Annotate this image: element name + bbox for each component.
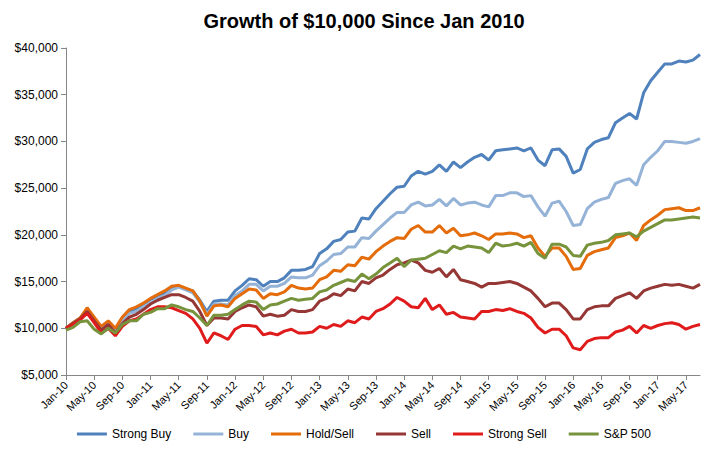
svg-text:Sep-10: Sep-10	[93, 379, 127, 413]
svg-text:Sep-15: Sep-15	[516, 379, 550, 413]
svg-text:Hold/Sell: Hold/Sell	[306, 427, 354, 441]
svg-text:$10,000: $10,000	[15, 321, 59, 335]
svg-text:May-14: May-14	[402, 379, 436, 413]
svg-text:Jan-17: Jan-17	[629, 378, 662, 411]
svg-text:Buy: Buy	[228, 427, 249, 441]
svg-text:$25,000: $25,000	[15, 181, 59, 195]
svg-text:May-17: May-17	[656, 379, 690, 413]
svg-text:Sep-13: Sep-13	[347, 379, 381, 413]
svg-text:Strong Sell: Strong Sell	[488, 427, 547, 441]
svg-text:Strong Buy: Strong Buy	[112, 427, 171, 441]
svg-text:$35,000: $35,000	[15, 88, 59, 102]
svg-text:May-16: May-16	[571, 379, 605, 413]
svg-text:Jan-15: Jan-15	[460, 378, 493, 411]
svg-text:May-11: May-11	[149, 379, 183, 413]
svg-text:$15,000: $15,000	[15, 275, 59, 289]
svg-text:$40,000: $40,000	[15, 41, 59, 55]
svg-text:Sep-16: Sep-16	[600, 379, 634, 413]
svg-text:Sell: Sell	[411, 427, 431, 441]
svg-text:$30,000: $30,000	[15, 134, 59, 148]
svg-text:Sep-12: Sep-12	[262, 379, 296, 413]
svg-text:$20,000: $20,000	[15, 228, 59, 242]
svg-text:S&P 500: S&P 500	[604, 427, 651, 441]
svg-text:Jan-16: Jan-16	[545, 378, 578, 411]
svg-text:Growth of $10,000 Since Jan 20: Growth of $10,000 Since Jan 2010	[203, 10, 524, 32]
svg-text:May-12: May-12	[233, 379, 267, 413]
svg-text:Jan-10: Jan-10	[38, 378, 71, 411]
svg-text:Jan-13: Jan-13	[291, 378, 324, 411]
svg-text:Jan-14: Jan-14	[376, 378, 409, 411]
svg-text:May-13: May-13	[318, 379, 352, 413]
svg-text:May-10: May-10	[64, 379, 98, 413]
svg-text:$5,000: $5,000	[21, 368, 58, 382]
svg-text:Jan-11: Jan-11	[123, 378, 155, 411]
svg-text:May-15: May-15	[487, 379, 521, 413]
svg-text:Sep-14: Sep-14	[431, 379, 465, 413]
svg-text:Jan-12: Jan-12	[207, 378, 240, 411]
svg-text:Sep-11: Sep-11	[178, 379, 211, 412]
